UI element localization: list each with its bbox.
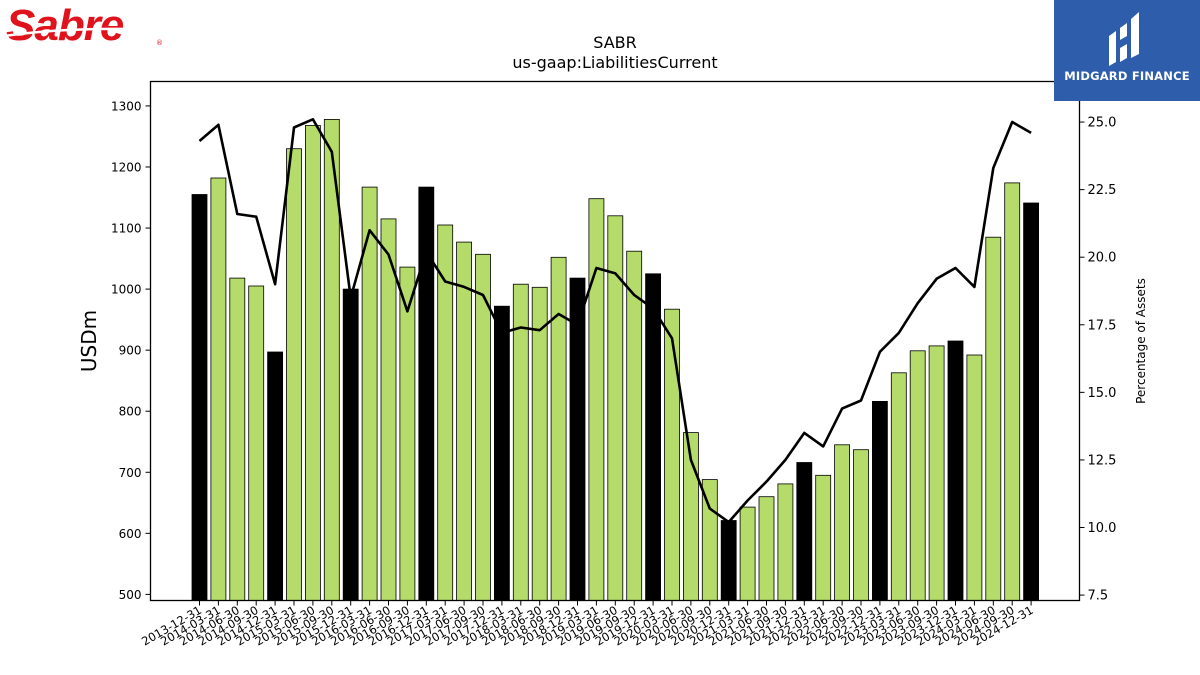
sabre-logo: Sabre ® [4, 2, 165, 48]
bar-2015-06-30 [304, 125, 321, 601]
bar-2023-06-30 [909, 350, 926, 601]
bar-2015-03-31 [286, 148, 302, 601]
y-tick-label: 700 [119, 466, 142, 480]
bar-2019-09-30 [626, 250, 643, 601]
bar-2024-09-30 [1004, 182, 1021, 601]
bar-2018-03-31 [512, 283, 529, 601]
y-tick-label: 500 [119, 588, 142, 602]
bar-layer [191, 119, 1039, 601]
right-y-axis: 7.5 10.0 12.5 15.0 17.5 20.0 22.5 25.0 [1079, 116, 1117, 604]
bar-2023-12-31 [947, 340, 964, 601]
bar-2024-03-31 [966, 354, 983, 601]
bar-2016-12-31 [418, 186, 435, 601]
y2-tick-label: 20.0 [1088, 251, 1117, 266]
bar-2014-12-31 [267, 351, 284, 601]
y-tick-label: 600 [119, 527, 142, 541]
bar-2016-06-30 [380, 218, 397, 601]
midgard-finance-logo: MIDGARD FINANCE [1054, 0, 1200, 101]
y2-tick-label: 7.5 [1088, 589, 1109, 604]
bar-2018-09-30 [550, 256, 567, 601]
bar-2014-06-30 [229, 277, 246, 601]
bar-2021-09-30 [777, 483, 794, 601]
bar-2021-12-31 [796, 462, 813, 601]
percentage-of-assets-line [198, 118, 1032, 524]
y2-tick-label: 15.0 [1088, 386, 1117, 401]
bar-2020-03-31 [664, 308, 680, 601]
bar-2015-12-31 [342, 288, 359, 601]
bar-2016-09-30 [399, 266, 416, 601]
y-tick-label: 1300 [111, 99, 142, 113]
bar-2018-06-30 [531, 286, 548, 601]
bar-2023-09-30 [928, 345, 945, 601]
y-tick-label: 1200 [111, 160, 142, 174]
bar-2014-03-31 [210, 177, 227, 601]
bar-2014-09-30 [248, 285, 265, 601]
chart-subtitle: us-gaap:LiabilitiesCurrent [512, 53, 718, 72]
bar-2022-03-31 [815, 474, 832, 601]
bar-2023-03-31 [890, 372, 907, 601]
y-tick-label: 1000 [111, 283, 142, 297]
y2-tick-label: 17.5 [1088, 318, 1117, 333]
y-tick-label: 1100 [111, 222, 142, 236]
bar-2020-12-31 [720, 520, 737, 601]
bar-2013-12-31 [191, 194, 208, 601]
y2-tick-label: 25.0 [1088, 116, 1117, 131]
chart-title: SABR [593, 33, 637, 52]
y-axis-label: USDm [77, 310, 101, 372]
y2-tick-label: 22.5 [1088, 183, 1117, 198]
y-tick-label: 800 [119, 405, 142, 419]
midgard-logo-text: MIDGARD FINANCE [1064, 69, 1190, 83]
x-axis: 2013-12-312014-03-312014-06-302014-09-30… [139, 600, 1036, 649]
bar-2021-03-31 [739, 506, 756, 601]
midgard-emblem-icon [1109, 12, 1139, 66]
bar-2024-12-31 [1023, 202, 1039, 601]
y-tick-label: 900 [119, 344, 142, 358]
bar-2017-12-31 [493, 305, 510, 601]
sabre-logo-text: Sabre [6, 2, 124, 48]
left-y-axis: 500 600 700 800 900 1000 1100 1200 1300 [111, 99, 151, 602]
bar-2018-12-31 [569, 277, 586, 601]
bar-2017-06-30 [456, 241, 473, 601]
y2-tick-label: 12.5 [1088, 453, 1117, 468]
bar-2022-12-31 [872, 400, 888, 601]
bar-2024-06-30 [985, 236, 1002, 601]
y2-axis-label: Percentage of Assets [1134, 278, 1148, 404]
bar-2022-06-30 [834, 444, 850, 601]
bar-2021-06-30 [758, 496, 775, 601]
bar-2022-09-30 [853, 449, 869, 601]
svg-text:®: ® [156, 39, 163, 47]
bar-2019-12-31 [645, 273, 661, 601]
bar-2019-03-31 [588, 198, 605, 601]
y2-tick-label: 10.0 [1088, 521, 1117, 536]
